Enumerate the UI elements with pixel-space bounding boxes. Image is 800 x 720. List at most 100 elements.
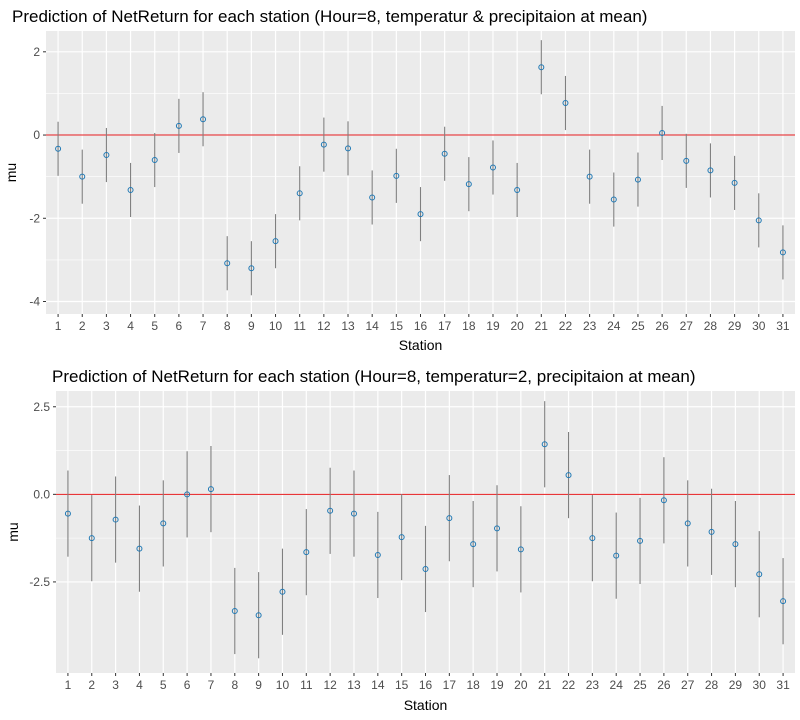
chart-2-data-point <box>398 534 405 541</box>
chart-2-data-point <box>374 551 381 558</box>
chart-2-data-point <box>231 607 238 614</box>
chart-1-data-point <box>514 186 521 193</box>
chart-2-x-tick-label: 20 <box>514 678 528 692</box>
chart-1-data-point <box>586 173 593 180</box>
chart-2-x-tick-label: 2 <box>88 678 95 692</box>
chart-1-x-tick-label: 25 <box>631 319 645 333</box>
chart-2-data-point <box>184 491 191 498</box>
chart-1-x-tick-label: 21 <box>535 319 549 333</box>
chart-1-data-point <box>707 167 714 174</box>
chart-2-data-marks <box>64 401 787 659</box>
chart-2-y-axis-title: mu <box>5 522 21 541</box>
chart-2-data-point <box>446 515 453 522</box>
chart-2-x-tick-label: 28 <box>705 678 719 692</box>
chart-2-x-tick-label: 1 <box>65 678 72 692</box>
chart-1-data-point <box>175 122 182 129</box>
chart-2-x-tick-label: 7 <box>208 678 215 692</box>
chart-2-x-tick-label: 23 <box>586 678 600 692</box>
chart-2-data-point <box>756 571 763 578</box>
chart-2-y-axis: 2.5 0.0 -2.5 <box>29 400 56 589</box>
chart-2-data-point <box>470 541 477 548</box>
chart-1-data-point <box>393 172 400 179</box>
chart-2-data-point <box>565 472 572 479</box>
chart-2-x-tick-label: 26 <box>657 678 671 692</box>
chart-2-data-point <box>517 546 524 553</box>
chart-2-data-point <box>303 549 310 556</box>
chart-1-x-tick-label: 26 <box>655 319 669 333</box>
chart-1-y-tick-label: -4 <box>29 295 40 309</box>
chart-2-data-point <box>613 552 620 559</box>
chart-2-x-tick-label: 10 <box>276 678 290 692</box>
chart-2-x-tick-label: 4 <box>136 678 143 692</box>
chart-1-x-tick-label: 10 <box>269 319 283 333</box>
chart-1-data-point <box>369 194 376 201</box>
chart-2-title: Prediction of NetReturn for each station… <box>52 367 696 386</box>
chart-1-x-tick-label: 16 <box>414 319 428 333</box>
chart-1-x-tick-label: 7 <box>200 319 207 333</box>
chart-1-data-point <box>272 238 279 245</box>
chart-1-data-point <box>127 186 134 193</box>
chart-2-data-point <box>494 525 501 532</box>
chart-1-x-tick-label: 9 <box>248 319 255 333</box>
chart-2-x-tick-label: 14 <box>371 678 385 692</box>
chart-1-data-marks <box>55 40 786 296</box>
chart-1-x-tick-label: 30 <box>752 319 766 333</box>
chart-1-x-tick-label: 31 <box>776 319 790 333</box>
chart-1-x-tick-label: 19 <box>486 319 500 333</box>
chart-1-y-axis-title: mu <box>3 163 19 182</box>
chart-2-x-tick-label: 18 <box>466 678 480 692</box>
chart-2-x-tick-label: 21 <box>538 678 552 692</box>
chart-1-x-tick-label: 22 <box>559 319 573 333</box>
chart-1-data-point <box>683 157 690 164</box>
chart-2-x-tick-label: 31 <box>776 678 790 692</box>
chart-2-x-tick-label: 8 <box>231 678 238 692</box>
chart-2-data-point <box>327 507 334 514</box>
chart-1-x-axis-title: Station <box>399 337 443 353</box>
chart-1-y-tick-label: -2 <box>29 211 40 225</box>
chart-2-data-point <box>64 510 71 517</box>
chart-2-data-point <box>708 528 715 535</box>
chart-1-x-tick-label: 14 <box>365 319 379 333</box>
chart-2-data-point <box>160 520 167 527</box>
chart-1-data-point <box>731 179 738 186</box>
chart-2-y-tick-label: 2.5 <box>33 400 50 414</box>
chart-1-data-point <box>79 173 86 180</box>
chart-1-x-tick-label: 27 <box>680 319 694 333</box>
chart-2-x-tick-label: 6 <box>184 678 191 692</box>
chart-2-data-point <box>112 516 119 523</box>
chart-1-y-axis: 2 0 -2 -4 <box>29 45 46 309</box>
chart-2-data-point <box>136 545 143 552</box>
chart-1-data-point <box>465 181 472 188</box>
chart-2-x-tick-label: 11 <box>300 678 313 692</box>
chart-1-data-point <box>224 260 231 267</box>
chart-1-x-tick-label: 6 <box>176 319 183 333</box>
chart-2-x-tick-label: 25 <box>633 678 647 692</box>
chart-1-x-tick-label: 24 <box>607 319 621 333</box>
chart-1-data-point <box>489 164 496 171</box>
chart-1-y-tick-label: 2 <box>33 45 40 59</box>
chart-2-x-tick-label: 19 <box>490 678 504 692</box>
chart-2-x-tick-label: 9 <box>255 678 262 692</box>
chart-2-data-point <box>88 535 95 542</box>
chart-1-x-tick-label: 18 <box>462 319 476 333</box>
chart-1-data-point <box>296 190 303 197</box>
chart-1-x-tick-label: 29 <box>728 319 742 333</box>
chart-1-data-point <box>562 99 569 106</box>
chart-2-data-point <box>422 565 429 572</box>
chart-1-x-tick-label: 2 <box>79 319 86 333</box>
chart-2-data-point <box>350 510 357 517</box>
chart-2-x-axis: 1 2 3 4 5 6 7 8 9 10 11 12 13 14 15 16 17 18 19 20 21 22 23 24 2… <box>65 673 790 692</box>
chart-1-x-tick-label: 4 <box>127 319 134 333</box>
chart-1-data-point <box>200 116 207 123</box>
chart-2-data-point <box>637 537 644 544</box>
chart-2-data-point <box>541 441 548 448</box>
chart-2-data-point <box>207 486 214 493</box>
chart-2-x-tick-label: 12 <box>323 678 337 692</box>
chart-1-title: Prediction of NetReturn for each station… <box>12 7 647 26</box>
chart-1-data-point <box>345 145 352 152</box>
chart-1-x-tick-label: 1 <box>55 319 62 333</box>
chart-1-data-point <box>417 211 424 218</box>
chart-1-x-axis: 1 2 3 4 5 6 7 8 9 10 11 12 13 14 15 16 17 18 19 20 21 22 23 24 2… <box>55 314 790 333</box>
chart-2-x-tick-label: 3 <box>112 678 119 692</box>
